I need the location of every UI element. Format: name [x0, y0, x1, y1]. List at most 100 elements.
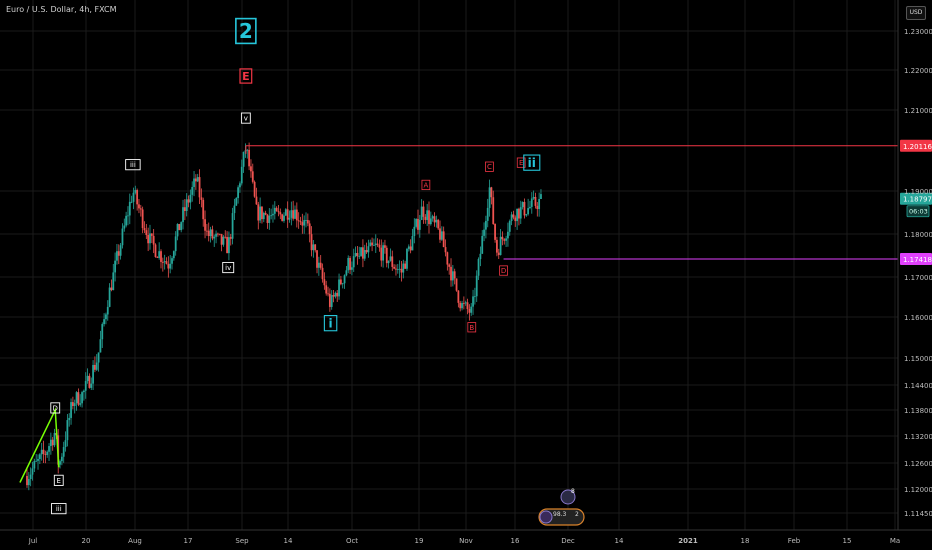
time-tick-label: 19: [415, 537, 424, 545]
wave-label-box[interactable]: [51, 503, 67, 515]
candle-body: [303, 220, 306, 226]
candle-body: [99, 339, 102, 353]
candle-body: [103, 319, 105, 325]
candle-body: [415, 218, 418, 227]
candle-body: [352, 256, 355, 268]
candle-body: [391, 256, 394, 267]
trend-line[interactable]: [19, 407, 60, 483]
candle-body: [281, 214, 284, 221]
candle-body: [35, 460, 38, 462]
candle-body: [158, 251, 161, 258]
price-tick-label: 1.15000: [904, 355, 932, 363]
candle-body: [497, 252, 500, 256]
candle-body: [218, 233, 221, 235]
wave-label: iii: [56, 505, 62, 513]
price-axis[interactable]: 1.23000 1.22000 1.21000 1.19000 1.18000 1.170…: [897, 0, 932, 530]
ideas-badge[interactable]: 898.3 2: [538, 488, 585, 526]
candle-body: [512, 214, 515, 218]
candle-body: [525, 214, 528, 216]
time-tick-label: Feb: [788, 537, 801, 545]
candle-body: [310, 234, 313, 251]
candle-body: [40, 449, 43, 455]
candle-body: [534, 197, 537, 206]
wave-label-box[interactable]: [523, 154, 541, 171]
wave-label: B: [469, 324, 474, 332]
candle-body: [332, 295, 335, 297]
candle-body: [459, 302, 462, 309]
candle-body: [211, 229, 214, 239]
candle-body: [499, 236, 502, 256]
candle-body: [160, 251, 162, 262]
candle-body: [343, 275, 346, 284]
price-tick-label: 1.19000: [904, 188, 932, 196]
candle-body: [77, 392, 80, 405]
candle-body: [305, 220, 307, 221]
candle-body: [501, 236, 504, 240]
candle-body: [145, 230, 148, 235]
candle-body: [426, 210, 429, 220]
candle-body: [433, 216, 436, 223]
wave-label-box[interactable]: [485, 161, 494, 172]
candle-body: [156, 256, 159, 258]
wave-label-box[interactable]: [53, 474, 64, 486]
candle-body: [257, 204, 260, 221]
candle-body: [286, 209, 289, 220]
candle-body: [194, 178, 197, 182]
badge-extra: 2: [575, 511, 579, 518]
candle-body: [439, 228, 441, 240]
candle-body: [191, 186, 194, 195]
candle-body: [163, 261, 166, 263]
wave-label-box[interactable]: [239, 68, 253, 84]
candle-body: [246, 149, 249, 151]
price-tick-label: 1.13200: [904, 433, 932, 441]
candle-body: [481, 235, 484, 254]
candle-body: [532, 197, 535, 199]
candle-body: [42, 449, 45, 454]
price-tick-label: 1.18000: [904, 231, 932, 239]
candle-body: [207, 230, 210, 237]
wave-label-box[interactable]: [467, 322, 477, 333]
wave-label-box[interactable]: [323, 314, 338, 332]
time-axis[interactable]: Jul 20 Aug 17 Sep 14 Oct 19 Nov 16 Dec 14 2021 18 Feb 1…: [0, 529, 932, 545]
last-price-tag: [900, 192, 932, 205]
candle-body: [283, 215, 285, 221]
wave-label-box[interactable]: [516, 157, 526, 168]
candle-body: [235, 198, 238, 206]
wave-label-box[interactable]: [222, 261, 235, 274]
candle-body: [101, 324, 104, 340]
candle-body: [319, 262, 322, 268]
candle-body: [505, 238, 507, 241]
currency-button[interactable]: USD: [906, 6, 926, 20]
candle-body: [68, 417, 71, 421]
wave-label-box[interactable]: [235, 17, 257, 45]
candle-body: [196, 177, 199, 182]
candle-body: [130, 201, 133, 203]
candle-body: [503, 239, 506, 241]
candle-body: [182, 207, 184, 223]
candle-body: [204, 219, 206, 231]
candle-body: [75, 392, 78, 404]
wave-label-box[interactable]: [240, 112, 251, 124]
candle-body: [268, 215, 271, 223]
wave-label-box[interactable]: [421, 179, 431, 191]
candle-body: [312, 244, 315, 251]
candle-body: [349, 257, 351, 270]
candle-body: [138, 204, 140, 209]
wave-label-box[interactable]: [50, 402, 61, 414]
candle-body: [409, 246, 412, 251]
wave-label: A: [423, 181, 428, 189]
price-tick-label: 1.12600: [904, 460, 932, 468]
avatar-icon: [539, 510, 553, 524]
wave-label-box[interactable]: [499, 265, 508, 276]
candle-body: [143, 228, 146, 231]
wave-label: v: [244, 115, 248, 123]
candle-body: [374, 243, 377, 245]
candle-body: [396, 269, 399, 270]
candle-body: [147, 234, 150, 244]
candle-body: [185, 199, 188, 211]
candle-body: [334, 292, 337, 297]
wave-label: E: [242, 70, 250, 83]
candle-body: [387, 260, 390, 264]
wave-label-box[interactable]: [125, 159, 141, 171]
